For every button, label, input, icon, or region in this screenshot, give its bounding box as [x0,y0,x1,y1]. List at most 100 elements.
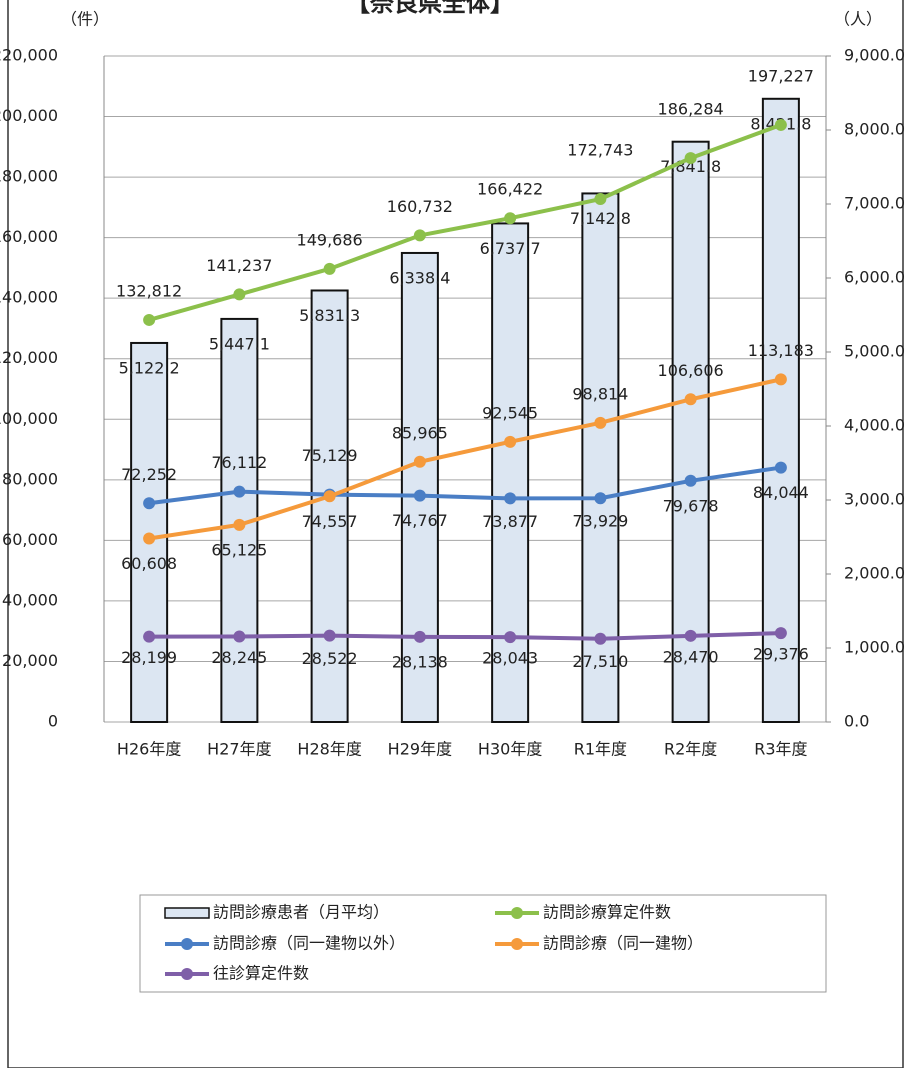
x-tick-label: R3年度 [754,740,807,759]
bar [671,140,710,724]
line-value-label: 28,138 [392,652,448,671]
point [774,373,787,386]
line-value-label: 106,606 [658,361,724,380]
legend-label: 訪問診療（同一建物以外） [213,934,405,953]
y-tick-label: 60,000 [2,530,58,549]
x-tick-label: R1年度 [574,740,627,759]
point [504,435,517,448]
legend-swatch [511,938,523,950]
x-tick-label: H27年度 [207,740,271,759]
bar-value-label: 6,338.4 [389,268,450,287]
bar [310,289,349,723]
line-value-label: 132,812 [116,281,182,300]
x-tick-label: H30年度 [478,740,542,759]
line-value-label: 28,245 [211,648,267,667]
y-axis-label: （件） [61,10,109,29]
legend-swatch [181,938,193,950]
bar [400,251,439,723]
bar-value-label: 5,447.1 [209,334,270,353]
line-value-label: 73,929 [572,512,628,531]
point [413,630,426,643]
y-tick-label: 160,000 [0,227,58,246]
legend-label: 訪問診療患者（月平均） [213,903,389,922]
line-value-label: 186,284 [658,100,724,119]
y-tick-label: 220,000 [0,46,58,65]
point [323,490,336,503]
point [594,416,607,429]
legend-label: 訪問診療（同一建物） [543,934,703,953]
line [148,465,782,506]
point [594,193,607,206]
point [774,627,787,640]
y2-tick-label: 4,000.0 [844,416,905,435]
line-value-label: 28,470 [663,647,719,666]
line-value-label: 197,227 [748,66,814,85]
point [143,532,156,545]
line [149,631,781,641]
line-value-label: 76,112 [211,453,267,472]
y-tick-label: 180,000 [0,167,58,186]
y2-tick-label: 9,000.0 [844,46,905,65]
point [143,313,156,326]
frame [7,0,904,1068]
point [684,393,697,406]
point [413,229,426,242]
y2-tick-label: 8,000.0 [844,120,905,139]
point [594,492,607,505]
line-value-label: 74,767 [392,511,448,530]
line-value-label: 160,732 [387,197,453,216]
bar-value-label: 5,831.3 [299,306,360,325]
line [148,123,782,322]
y2-tick-label: 1,000.0 [844,638,905,657]
point [684,629,697,642]
point [233,485,246,498]
point [504,212,517,225]
y-tick-label: 80,000 [2,469,58,488]
line-value-label: 149,686 [297,230,363,249]
point [323,262,336,275]
point [233,518,246,531]
line-value-label: 113,183 [748,341,814,360]
line-value-label: 28,522 [302,649,358,668]
point [143,630,156,643]
y2-tick-label: 5,000.0 [844,342,905,361]
line-value-label: 84,044 [753,483,809,502]
line-value-label: 27,510 [572,652,628,671]
line-value-label: 172,743 [567,141,633,160]
point [143,497,156,510]
line-value-label: 28,043 [482,649,538,668]
line-value-label: 98,814 [572,384,628,403]
x-tick-label: H26年度 [117,740,181,759]
line-value-label: 85,965 [392,423,448,442]
x-tick-label: H29年度 [388,740,452,759]
y2-tick-label: 3,000.0 [844,490,905,509]
bar [491,222,530,724]
legend-label: 往診算定件数 [213,964,309,983]
y-tick-label: 140,000 [0,288,58,307]
y2-tick-label: 6,000.0 [844,268,905,287]
line-value-label: 73,877 [482,512,538,531]
y2-tick-label: 0.0 [844,712,869,731]
y2-tick-label: 7,000.0 [844,194,905,213]
y-tick-label: 0 [48,712,58,731]
point [774,118,787,131]
chart-title: 【奈良県全体】 [346,0,514,17]
point [233,630,246,643]
bar [130,341,169,723]
line-value-label: 74,557 [302,512,358,531]
point [504,492,517,505]
y-tick-label: 100,000 [0,409,58,428]
line-value-label: 141,237 [206,256,272,275]
bar-value-label: 5,122.2 [119,358,180,377]
line-value-label: 28,199 [121,648,177,667]
legend-label: 訪問診療算定件数 [543,903,671,922]
y-tick-label: 20,000 [2,651,58,670]
legend-swatch [181,968,193,980]
line-value-label: 29,376 [753,645,809,664]
y-tick-label: 200,000 [0,106,58,125]
y2-tick-label: 2,000.0 [844,564,905,583]
x-tick-label: R2年度 [664,740,717,759]
line-value-label: 72,252 [121,465,177,484]
point [504,631,517,644]
